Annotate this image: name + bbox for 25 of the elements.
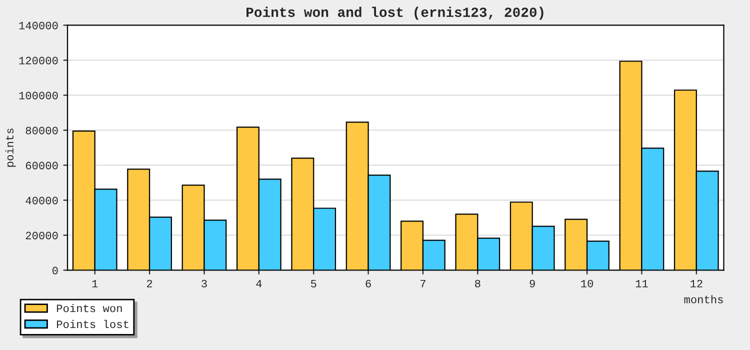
x-tick-label: 10 [581, 280, 594, 288]
y-tick-label: 20000 [26, 232, 58, 240]
y-tick-label: 100000 [19, 92, 58, 100]
legend-label: Points won [56, 304, 122, 312]
x-tick-label: 3 [202, 280, 207, 288]
y-tick-label: 80000 [26, 126, 58, 134]
y-axis-title: points [5, 128, 16, 167]
y-tick-label: 60000 [26, 162, 58, 170]
x-axis-title: months [684, 295, 723, 304]
legend-label: Points lost [56, 320, 128, 328]
x-tick-label: 12 [690, 280, 702, 288]
x-tick-label: 1 [92, 280, 98, 288]
x-tick-label: 4 [256, 280, 262, 288]
x-tick-label: 6 [366, 280, 371, 288]
x-tick-label: 7 [420, 280, 426, 288]
x-tick-label: 9 [530, 280, 535, 288]
y-tick-label: 120000 [19, 56, 58, 64]
x-tick-label: 5 [310, 280, 316, 288]
chart-title: Points won and lost (ernis123, 2020) [246, 6, 544, 20]
y-tick-label: 140000 [19, 22, 58, 30]
x-tick-label: 2 [146, 280, 152, 288]
x-tick-label: 8 [475, 280, 480, 288]
y-tick-label: 0 [52, 266, 58, 274]
y-tick-label: 40000 [26, 196, 58, 204]
x-tick-label: 11 [636, 280, 648, 288]
